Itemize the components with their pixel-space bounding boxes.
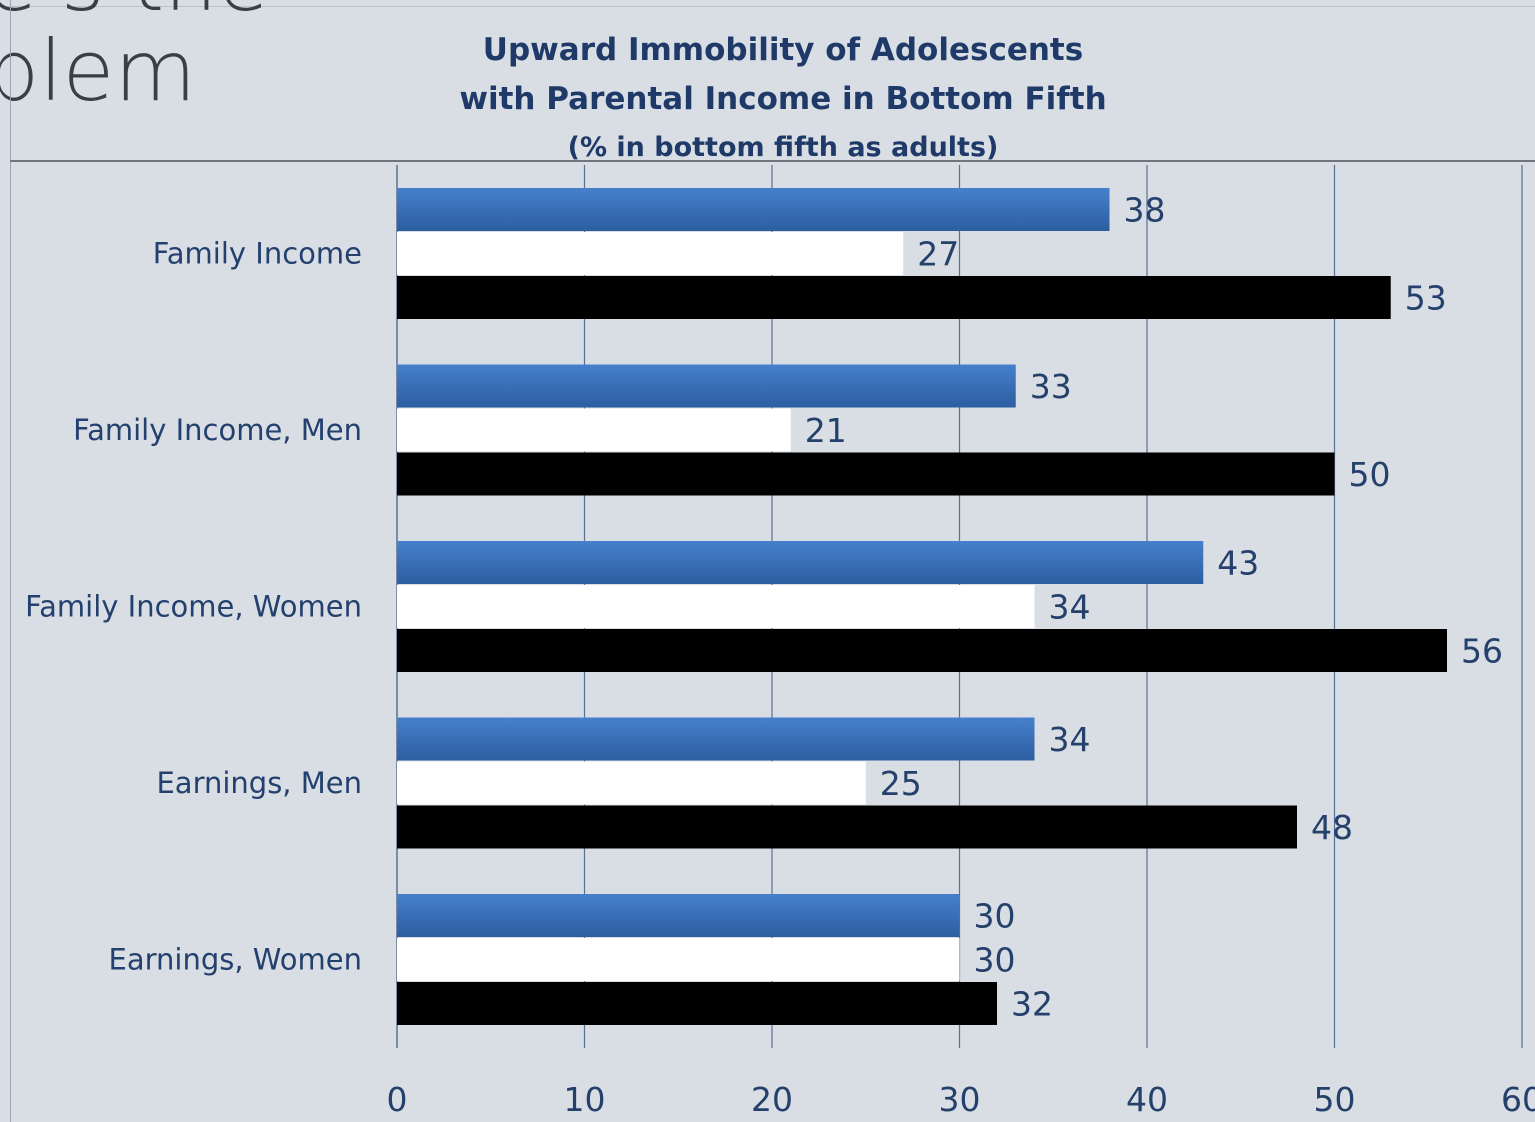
category-label: Family Income, Women: [25, 590, 362, 624]
chart-title-line-1: Upward Immobility of Adolescents: [483, 32, 1083, 68]
bar-series-3-family-income: [397, 276, 1391, 319]
slide-left-rule: [10, 0, 11, 1122]
x-tick-label: 60: [1501, 1080, 1535, 1119]
bar-series-1-family-income-men: [397, 364, 1016, 408]
bar-series-1-family-income-women: [397, 541, 1204, 584]
bar-series-3-earnings-men: [397, 805, 1297, 849]
x-tick-label: 50: [1314, 1080, 1356, 1119]
bar-series-1-earnings-men: [397, 717, 1035, 761]
data-label: 30: [974, 897, 1016, 936]
slide-title: e's the blem: [0, 0, 269, 116]
slide-title-line-1: e's the: [0, 0, 269, 30]
x-tick-label: 30: [939, 1080, 981, 1119]
data-label: 21: [805, 411, 847, 450]
category-label: Earnings, Women: [109, 943, 362, 977]
slide-title-line-2: blem: [0, 22, 197, 120]
data-label: 25: [880, 764, 922, 803]
header-divider: [10, 160, 1535, 162]
data-label: 53: [1405, 279, 1447, 318]
bar-series-2-family-income-men: [397, 408, 791, 452]
bar-series-3-family-income-men: [397, 452, 1335, 496]
category-label: Family Income: [153, 237, 362, 271]
bar-series-3-earnings-women: [397, 982, 997, 1025]
category-labels: Family Income Family Income, Men Family In…: [25, 237, 362, 977]
category-label: Earnings, Men: [156, 766, 362, 800]
bars: [397, 188, 1447, 1025]
data-label: 56: [1461, 632, 1503, 671]
x-tick-label: 0: [387, 1080, 408, 1119]
chart-title-line-2: with Parental Income in Bottom Fifth: [459, 81, 1106, 117]
data-label: 32: [1011, 985, 1053, 1024]
data-label: 50: [1349, 455, 1391, 494]
x-tick-label: 40: [1126, 1080, 1168, 1119]
x-tick-label: 10: [564, 1080, 606, 1119]
bar-series-2-earnings-men: [397, 761, 866, 805]
x-tick-label: 20: [751, 1080, 793, 1119]
data-label: 27: [917, 235, 959, 274]
slide-top-rule: [0, 6, 1535, 7]
bar-series-2-earnings-women: [397, 938, 960, 981]
chart-subtitle: (% in bottom fifth as adults): [568, 132, 999, 163]
x-axis-tick-labels: 0 10 20 30 40 50 60: [387, 1080, 1535, 1119]
data-label: 34: [1049, 588, 1091, 627]
category-label: Family Income, Men: [73, 413, 362, 447]
data-label: 33: [1030, 367, 1072, 406]
data-labels: 38 27 53 33 21 50 43 34 56 34 25 48 30 30 32: [805, 191, 1503, 1024]
bar-series-1-earnings-women: [397, 894, 960, 937]
data-label: 38: [1124, 191, 1166, 230]
data-label: 43: [1217, 544, 1259, 583]
bar-series-3-family-income-women: [397, 629, 1447, 672]
bar-series-2-family-income: [397, 232, 904, 275]
data-label: 30: [974, 941, 1016, 980]
data-label: 48: [1311, 808, 1353, 847]
bar-series-2-family-income-women: [397, 585, 1035, 628]
bar-series-1-family-income: [397, 188, 1110, 231]
data-label: 34: [1049, 720, 1091, 759]
